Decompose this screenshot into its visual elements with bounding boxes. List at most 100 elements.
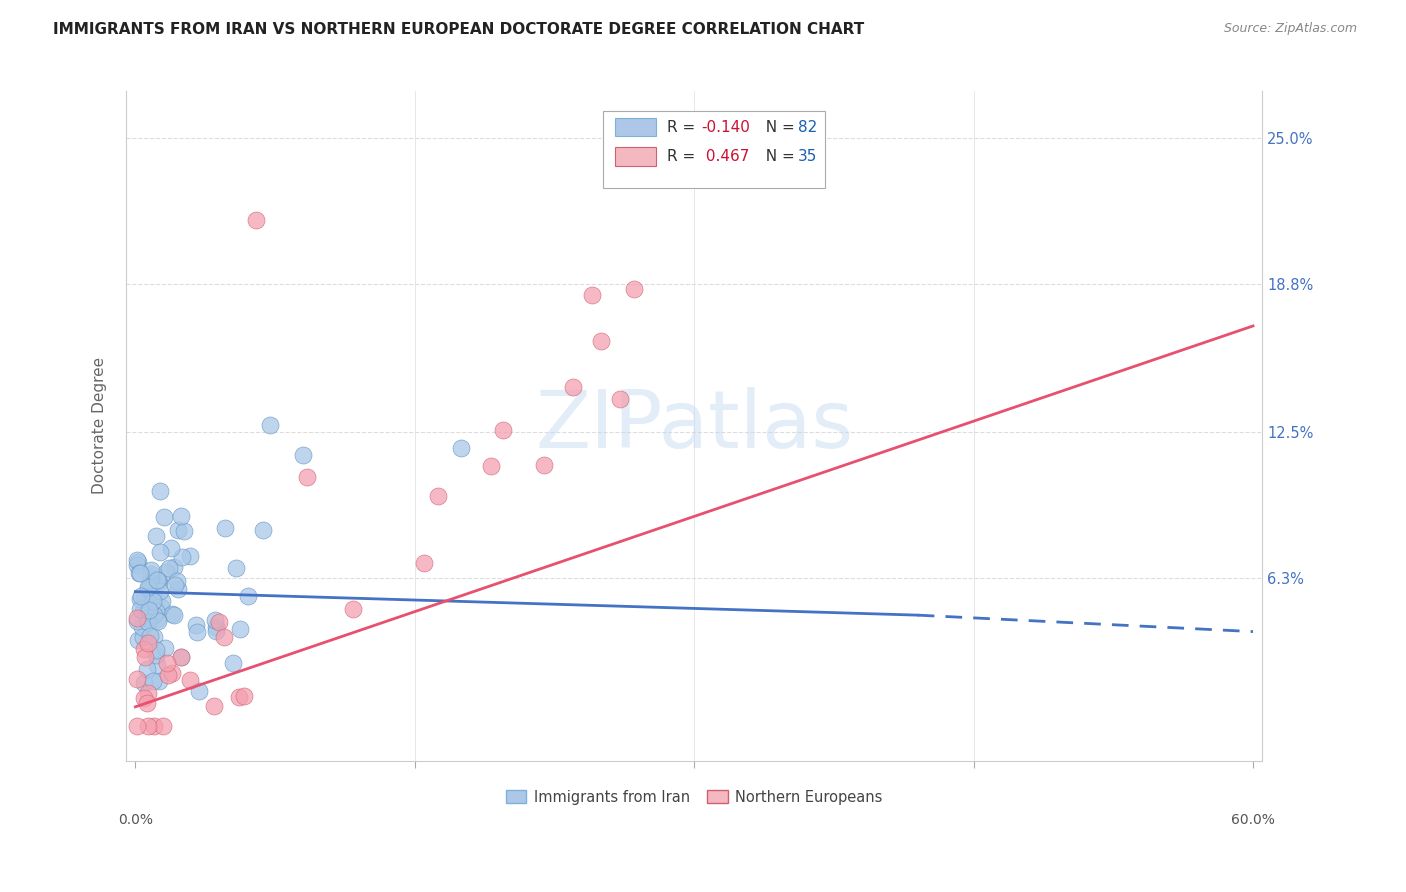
Point bbox=[245, 213, 267, 227]
Point bbox=[134, 649, 156, 664]
Point bbox=[252, 524, 274, 538]
Point bbox=[609, 392, 631, 407]
Point bbox=[150, 594, 173, 608]
Text: 0.0%: 0.0% bbox=[118, 813, 153, 827]
Point bbox=[146, 658, 169, 673]
Point bbox=[136, 662, 159, 676]
Point bbox=[170, 649, 193, 664]
Point bbox=[259, 417, 281, 432]
Point bbox=[138, 719, 160, 733]
Point bbox=[214, 521, 236, 535]
Point bbox=[127, 611, 149, 625]
Text: IMMIGRANTS FROM IRAN VS NORTHERN EUROPEAN DOCTORATE DEGREE CORRELATION CHART: IMMIGRANTS FROM IRAN VS NORTHERN EUROPEA… bbox=[53, 22, 865, 37]
Point bbox=[136, 615, 159, 629]
Point bbox=[202, 699, 225, 714]
Point bbox=[145, 529, 167, 543]
FancyBboxPatch shape bbox=[603, 111, 825, 188]
Point bbox=[129, 566, 152, 581]
Point bbox=[127, 614, 149, 628]
Point bbox=[142, 593, 165, 607]
Point bbox=[492, 423, 515, 437]
Point bbox=[135, 599, 157, 613]
Point bbox=[157, 560, 180, 574]
Point bbox=[160, 541, 183, 555]
Point bbox=[150, 600, 173, 615]
Point bbox=[146, 573, 169, 587]
Point bbox=[132, 604, 155, 618]
Point bbox=[128, 566, 150, 581]
Point bbox=[225, 561, 247, 575]
Point bbox=[142, 608, 165, 623]
Point bbox=[186, 625, 208, 640]
Point bbox=[146, 573, 169, 587]
Point bbox=[156, 668, 179, 682]
Point bbox=[127, 632, 149, 647]
Point bbox=[533, 458, 555, 472]
Point bbox=[167, 524, 190, 538]
Point bbox=[167, 582, 190, 597]
Point bbox=[413, 556, 436, 570]
Text: 35: 35 bbox=[797, 149, 817, 164]
Point bbox=[581, 288, 603, 302]
Point bbox=[187, 683, 209, 698]
Point bbox=[136, 686, 159, 700]
Point bbox=[127, 558, 149, 572]
Point bbox=[562, 380, 585, 394]
Y-axis label: Doctorate Degree: Doctorate Degree bbox=[93, 358, 107, 494]
FancyBboxPatch shape bbox=[614, 147, 655, 166]
Point bbox=[145, 612, 167, 626]
Point bbox=[297, 470, 319, 484]
Point bbox=[136, 582, 159, 597]
Point bbox=[135, 599, 157, 613]
Point bbox=[153, 509, 176, 524]
Point bbox=[139, 575, 162, 590]
Point bbox=[179, 673, 201, 687]
Point bbox=[132, 690, 155, 705]
Point bbox=[426, 489, 449, 503]
Point bbox=[129, 592, 152, 607]
Point bbox=[179, 549, 201, 564]
Point bbox=[134, 676, 156, 690]
Point bbox=[152, 719, 174, 733]
Point bbox=[212, 630, 235, 644]
FancyBboxPatch shape bbox=[614, 118, 655, 136]
Point bbox=[160, 666, 183, 681]
Point bbox=[127, 552, 149, 566]
Point bbox=[142, 589, 165, 603]
Point bbox=[170, 550, 193, 565]
Point bbox=[221, 656, 243, 670]
Point bbox=[136, 580, 159, 594]
Text: R =: R = bbox=[666, 149, 700, 164]
Text: Source: ZipAtlas.com: Source: ZipAtlas.com bbox=[1223, 22, 1357, 36]
Point bbox=[173, 524, 195, 538]
Point bbox=[163, 607, 186, 622]
Point bbox=[342, 601, 364, 615]
Point bbox=[132, 642, 155, 657]
Text: 0.467: 0.467 bbox=[702, 149, 749, 164]
Point bbox=[131, 589, 153, 603]
Point bbox=[142, 674, 165, 689]
Point bbox=[205, 620, 228, 634]
Point bbox=[149, 545, 172, 559]
Point bbox=[131, 620, 153, 634]
Point bbox=[232, 689, 254, 703]
Point bbox=[141, 570, 163, 584]
Point bbox=[127, 719, 149, 733]
Point bbox=[145, 648, 167, 662]
Point bbox=[623, 282, 645, 296]
Text: 82: 82 bbox=[797, 120, 817, 135]
Text: ZIPatlas: ZIPatlas bbox=[536, 387, 853, 465]
Point bbox=[136, 696, 159, 710]
Point bbox=[162, 607, 184, 621]
Point bbox=[204, 624, 226, 638]
Point bbox=[162, 560, 184, 574]
Point bbox=[156, 656, 179, 670]
Point bbox=[149, 584, 172, 599]
Point bbox=[186, 618, 208, 632]
Point bbox=[138, 629, 160, 643]
Point bbox=[134, 591, 156, 605]
Point bbox=[228, 622, 250, 636]
Text: -0.140: -0.140 bbox=[702, 120, 749, 135]
Point bbox=[149, 483, 172, 498]
Point bbox=[139, 572, 162, 586]
